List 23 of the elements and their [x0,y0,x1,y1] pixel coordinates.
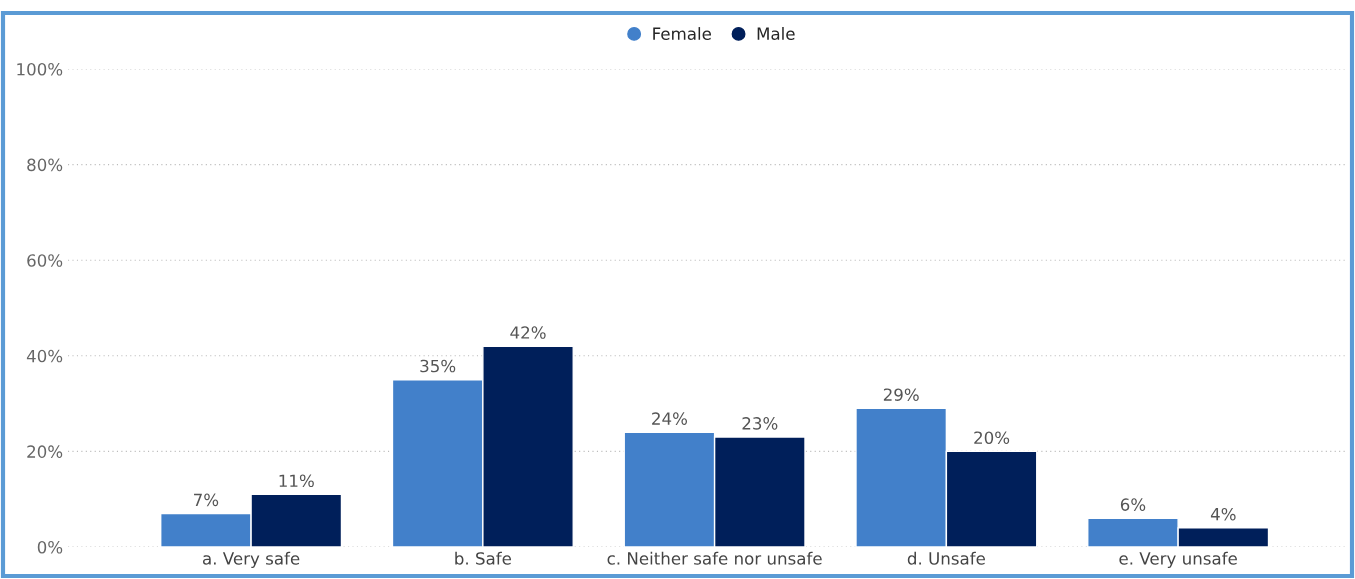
data-label: 11% [279,474,314,488]
y-tick-label: 40% [26,349,63,363]
data-label: 35% [420,359,456,373]
legend-label: Female [653,27,711,40]
data-label: 29% [883,388,919,401]
data-label: 6% [1120,498,1146,511]
y-tick-label: 100% [17,62,63,76]
x-tick-label: e. Very unsafe [1119,551,1237,568]
x-tick-label: c. Neither safe nor unsafe [607,551,822,565]
data-label: 23% [742,417,778,430]
data-label: 4% [1210,507,1236,521]
data-label: 7% [194,493,219,507]
x-tick-label: a. Very safe [202,551,300,568]
data-label: 24% [652,412,688,425]
y-tick-label: 0% [37,540,63,554]
data-label: 42% [510,326,546,339]
x-tick-label: b. Safe [455,551,512,565]
y-tick-label: 20% [27,445,63,458]
y-tick-label: 80% [27,158,63,172]
data-label: 20% [974,431,1010,444]
y-tick-label: 60% [27,254,63,267]
x-tick-label: d. Unsafe [907,551,985,565]
legend-label: Male [757,27,795,40]
